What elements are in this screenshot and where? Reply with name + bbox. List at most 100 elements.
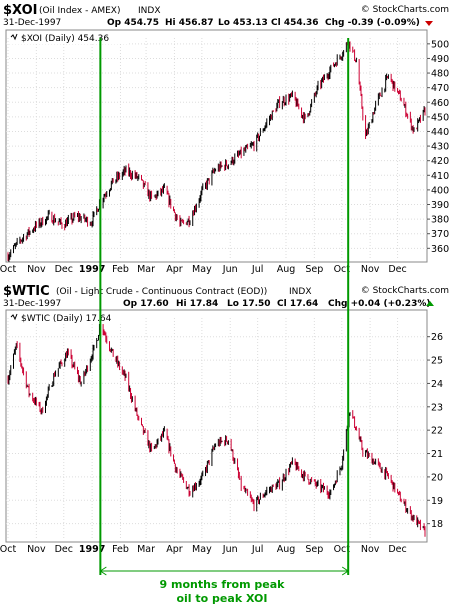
wtic-x-tick-label: Oct	[334, 544, 351, 555]
wtic-y-tick-label: 23	[431, 402, 443, 413]
wtic-legend-swatch-icon	[10, 313, 18, 321]
wtic-x-tick-label: Apr	[166, 544, 183, 555]
top-high: Hi 456.87	[165, 18, 213, 28]
wtic-x-tick-label: Oct	[0, 544, 16, 555]
top-open: Op 454.75	[107, 18, 159, 28]
xoi-price-bars	[7, 41, 426, 262]
xoi-x-tick-label: Feb	[112, 264, 129, 275]
wtic-legend-label: $WTIC (Daily) 17.64	[21, 314, 112, 324]
xoi-x-tick-label: Oct	[0, 264, 16, 275]
wtic-y-tick-label: 26	[431, 332, 443, 343]
xoi-y-tick-label: 360	[431, 244, 449, 255]
xoi-y-tick-label: 500	[431, 39, 449, 50]
xoi-y-tick-label: 420	[431, 156, 449, 167]
wtic-x-tick-label: Mar	[137, 544, 155, 555]
annotation-line-2: oil to peak XOI	[176, 592, 267, 605]
wtic-y-tick-label: 18	[431, 519, 443, 530]
xoi-y-tick-label: 490	[431, 54, 449, 65]
annotation-line-1: 9 months from peak	[160, 578, 286, 591]
bottom-date: 31-Dec-1997	[3, 299, 61, 309]
xoi-y-tick-label: 390	[431, 200, 449, 211]
xoi-y-tick-label: 440	[431, 127, 449, 138]
xoi-x-tick-label: Sep	[305, 264, 323, 275]
wtic-x-tick-label: Jun	[222, 544, 238, 555]
wtic-x-tick-label: May	[192, 544, 212, 555]
xoi-x-tick-label: Mar	[137, 264, 155, 275]
xoi-x-tick-label: Apr	[166, 264, 183, 275]
wtic-x-tick-label: Aug	[277, 544, 296, 555]
wtic-x-tick-label: Nov	[27, 544, 46, 555]
wtic-y-tick-label: 22	[431, 426, 443, 437]
wtic-x-tick-label: Dec	[388, 544, 406, 555]
xoi-y-tick-label: 380	[431, 215, 449, 226]
wtic-plot-frame	[5, 309, 428, 543]
wtic-grid	[6, 318, 427, 540]
xoi-y-tick-label: 370	[431, 229, 449, 240]
xoi-x-tick-label: Jul	[251, 264, 263, 275]
xoi-y-tick-label: 450	[431, 112, 449, 123]
wtic-y-tick-label: 21	[431, 449, 443, 460]
wtic-y-axis: 18 19 20 21 22 23 24 25 26	[427, 332, 443, 530]
span-arrow-right-head-icon	[341, 566, 350, 576]
xoi-y-tick-label: 400	[431, 185, 449, 196]
peak-annotation: 9 months from peak oil to peak XOI	[99, 38, 350, 605]
bottom-symbol: $WTIC	[3, 284, 50, 299]
xoi-x-axis: Oct Nov Dec 1997 Feb Mar Apr May Jun Jul Aug Sep Oct…	[0, 264, 407, 275]
xoi-x-tick-label: Nov	[361, 264, 380, 275]
wtic-y-tick-label: 24	[431, 379, 443, 390]
xoi-x-tick-label: Jun	[222, 264, 238, 275]
wtic-x-tick-label: Nov	[361, 544, 380, 555]
top-symbol: $XOI	[3, 3, 38, 18]
top-close: Cl 454.36	[271, 18, 319, 28]
xoi-x-tick-label: Nov	[27, 264, 46, 275]
xoi-x-tick-label: Dec	[388, 264, 406, 275]
bottom-name: (Oil - Light Crude - Continuous Contract…	[56, 287, 267, 297]
xoi-y-tick-label: 460	[431, 98, 449, 109]
xoi-legend-label: $XOI (Daily) 454.36	[21, 34, 109, 44]
xoi-y-axis: 360 370 380 390 400 410 420 430 440 450 460 470 480 4…	[427, 39, 449, 255]
xoi-x-tick-label: Dec	[55, 264, 73, 275]
xoi-x-tick-label: Oct	[334, 264, 351, 275]
wtic-legend: $WTIC (Daily) 17.64	[9, 312, 134, 324]
bottom-exchange: INDX	[289, 287, 311, 297]
top-change-down-arrow-icon	[425, 21, 433, 26]
xoi-y-tick-label: 470	[431, 83, 449, 94]
xoi-legend-swatch-icon	[10, 33, 18, 41]
top-date: 31-Dec-1997	[3, 18, 61, 28]
bottom-change: Chg +0.04 (+0.23%)	[328, 299, 430, 309]
wtic-x-tick-label: 1997	[79, 544, 105, 555]
top-copyright: © StockCharts.com	[361, 5, 449, 15]
xoi-x-tick-label: May	[192, 264, 212, 275]
bottom-copyright: © StockCharts.com	[361, 286, 449, 296]
xoi-grid	[6, 38, 427, 260]
wtic-x-tick-label: Dec	[55, 544, 73, 555]
wtic-x-axis: Oct Nov Dec 1997 Feb Mar Apr May Jun Jul Aug Sep Oct…	[0, 544, 407, 555]
xoi-y-tick-label: 410	[431, 171, 449, 182]
xoi-panel: 360 370 380 390 400 410 420 430 440 450 460 470 480 4…	[0, 29, 449, 275]
xoi-y-tick-label: 480	[431, 69, 449, 80]
wtic-x-tick-label: Jul	[251, 544, 263, 555]
bottom-change-up-arrow-icon	[426, 301, 434, 306]
bottom-header: $WTIC (Oil - Light Crude - Continuous Co…	[3, 284, 449, 309]
span-arrow-left-head-icon	[99, 566, 107, 576]
xoi-x-tick-label: 1997	[79, 264, 105, 275]
top-low: Lo 453.13	[218, 18, 268, 28]
bottom-low: Lo 17.50	[227, 299, 271, 309]
xoi-y-tick-label: 430	[431, 142, 449, 153]
top-header: $XOI (Oil Index - AMEX) INDX © StockChar…	[3, 3, 449, 28]
wtic-y-tick-label: 19	[431, 496, 443, 507]
top-name: (Oil Index - AMEX)	[39, 6, 121, 16]
wtic-y-tick-label: 20	[431, 472, 443, 483]
wtic-price-bars	[7, 323, 426, 537]
wtic-y-tick-label: 25	[431, 356, 443, 367]
xoi-legend: $XOI (Daily) 454.36	[9, 32, 127, 44]
wtic-panel: 18 19 20 21 22 23 24 25 26 Oct Nov Dec 1997 Feb Mar Ap…	[0, 309, 443, 555]
xoi-x-tick-label: Aug	[277, 264, 296, 275]
top-change: Chg -0.39 (-0.09%)	[325, 18, 420, 28]
wtic-x-tick-label: Sep	[305, 544, 323, 555]
bottom-high: Hi 17.84	[176, 299, 218, 309]
top-exchange: INDX	[138, 6, 160, 16]
bottom-close: Cl 17.64	[277, 299, 318, 309]
bottom-open: Op 17.60	[123, 299, 169, 309]
